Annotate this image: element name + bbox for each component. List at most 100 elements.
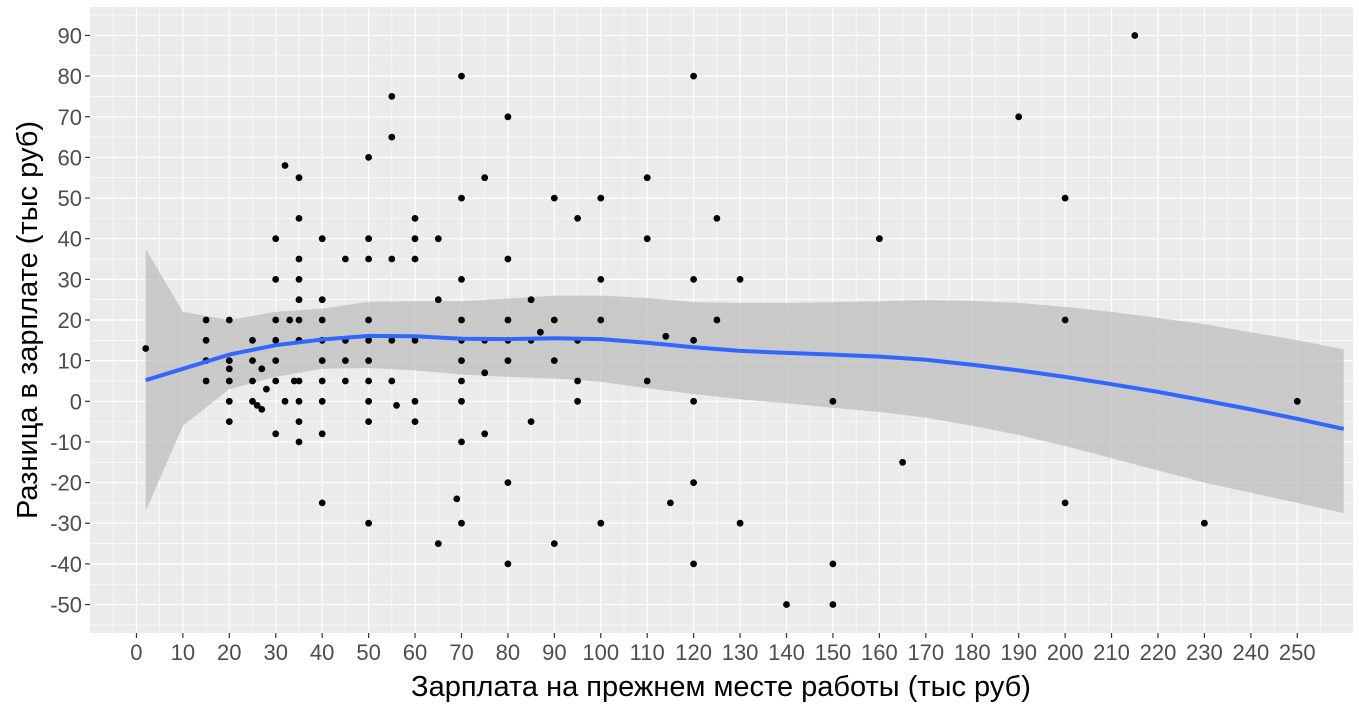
data-point	[225, 316, 233, 324]
data-point	[342, 377, 349, 385]
y-tick-label: -50	[50, 593, 82, 618]
x-tick-label: 120	[675, 640, 712, 665]
data-point	[249, 377, 256, 385]
data-point	[458, 438, 465, 446]
data-point	[365, 154, 372, 161]
data-point	[829, 560, 837, 568]
data-point	[550, 194, 558, 202]
y-tick-label: 90	[58, 23, 82, 48]
data-point	[1061, 499, 1069, 507]
data-point	[263, 385, 270, 393]
data-point	[481, 369, 489, 377]
data-point	[388, 377, 396, 385]
data-point	[458, 194, 465, 202]
data-point	[365, 397, 372, 405]
data-point	[829, 601, 837, 608]
data-point	[504, 316, 512, 324]
x-tick-label: 110	[630, 640, 665, 665]
y-tick-label: -40	[50, 552, 82, 577]
data-point	[365, 377, 372, 385]
data-point	[504, 357, 512, 364]
data-point	[550, 316, 558, 324]
data-point	[365, 519, 372, 527]
data-point	[736, 276, 744, 283]
data-point	[295, 397, 303, 405]
data-point	[225, 357, 233, 364]
data-point	[411, 397, 419, 405]
data-point	[550, 540, 558, 547]
data-point	[295, 174, 303, 182]
data-point	[458, 377, 465, 385]
data-point	[597, 194, 605, 202]
data-point	[295, 296, 303, 304]
data-point	[295, 377, 303, 385]
y-tick-label: 40	[58, 227, 82, 252]
data-point	[597, 519, 605, 527]
x-tick-label: 250	[1279, 640, 1316, 665]
x-tick-label: 190	[1000, 640, 1037, 665]
data-point	[272, 235, 280, 243]
data-point	[1061, 316, 1069, 324]
data-point	[713, 316, 721, 324]
data-point	[527, 418, 535, 425]
data-point	[318, 430, 326, 438]
data-point	[481, 430, 489, 438]
data-point	[1131, 32, 1139, 39]
data-point	[202, 377, 210, 385]
x-tick-label: 150	[815, 640, 852, 665]
data-point	[574, 377, 581, 385]
data-point	[458, 357, 465, 364]
x-tick-label: 50	[356, 640, 380, 665]
data-point	[253, 402, 261, 409]
data-point	[388, 93, 396, 100]
data-point	[550, 357, 558, 364]
x-tick-label: 0	[130, 640, 142, 665]
data-point	[295, 418, 303, 425]
data-point	[504, 479, 512, 486]
y-tick-label: -20	[50, 471, 82, 496]
data-point	[643, 377, 651, 385]
data-point	[225, 377, 233, 385]
y-tick-label: 10	[58, 349, 82, 374]
data-point	[690, 560, 697, 568]
data-point	[434, 540, 442, 547]
data-point	[1293, 397, 1301, 405]
data-point	[453, 495, 461, 503]
data-point	[318, 316, 326, 324]
data-point	[295, 276, 303, 283]
data-point	[662, 332, 670, 340]
x-tick-label: 200	[1047, 640, 1084, 665]
data-point	[365, 336, 372, 344]
data-point	[318, 499, 326, 507]
data-point	[388, 336, 396, 344]
data-point	[365, 357, 372, 364]
data-point	[411, 235, 419, 243]
data-point	[318, 296, 326, 304]
x-tick-label: 220	[1140, 640, 1177, 665]
data-point	[295, 215, 303, 222]
data-point	[393, 402, 400, 409]
x-tick-label: 90	[542, 640, 566, 665]
data-point	[318, 397, 326, 405]
x-tick-label: 140	[768, 640, 805, 665]
data-points	[142, 32, 1301, 608]
y-tick-label: 70	[58, 105, 82, 130]
data-point	[1201, 519, 1208, 527]
data-point	[295, 438, 303, 446]
data-point	[249, 357, 256, 364]
data-point	[286, 316, 294, 324]
confidence-band	[145, 248, 1344, 514]
y-tick-label: 20	[58, 308, 82, 333]
data-point	[690, 479, 697, 486]
data-point	[783, 601, 790, 608]
x-tick-label: 10	[171, 640, 195, 665]
data-point	[643, 174, 651, 182]
data-point	[281, 162, 289, 169]
x-tick-label: 160	[861, 640, 898, 665]
data-point	[272, 316, 280, 324]
smooth-trend-line	[145, 333, 1345, 431]
data-point	[249, 397, 256, 405]
data-point	[388, 255, 396, 263]
data-point	[318, 235, 326, 243]
data-point	[388, 133, 396, 141]
